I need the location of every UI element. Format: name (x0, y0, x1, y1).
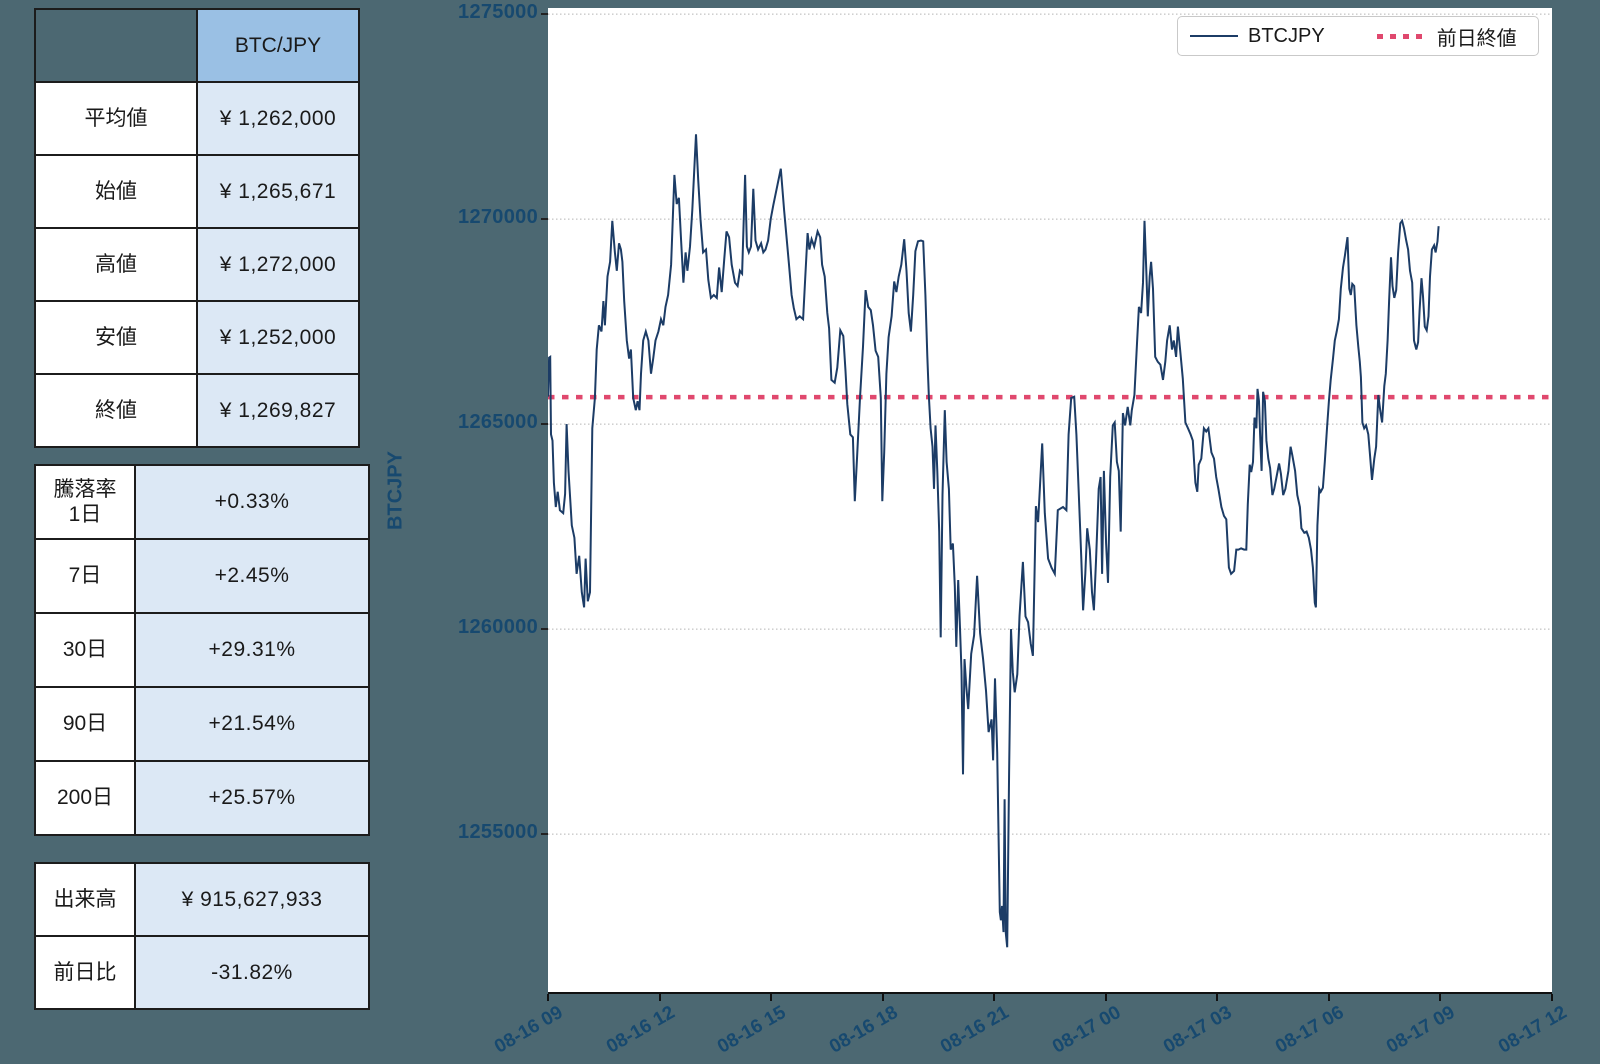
x-tick-label: 08-16 12 (602, 1002, 679, 1058)
row-label-open: 始値 (34, 154, 198, 229)
x-tick-mark (547, 994, 549, 1001)
x-tick-mark (1104, 994, 1107, 1001)
row-value-high: ¥ 1,272,000 (196, 227, 360, 302)
legend-item-btcjpy: BTCJPY (1248, 24, 1325, 47)
x-tick-label: 08-16 09 (491, 1002, 567, 1058)
row-label-change-90d: 90日 (34, 686, 136, 762)
row-value-average: ¥ 1,262,000 (196, 81, 360, 156)
row-label-average: 平均値 (34, 81, 198, 156)
x-tick-label: 08-17 00 (1048, 1002, 1125, 1058)
row-label-volume: 出来高 (34, 862, 136, 937)
x-tick-mark (770, 994, 773, 1001)
table-corner-spacer (34, 8, 198, 83)
row-value-change-200d: +25.57% (134, 760, 370, 836)
x-tick-mark (658, 994, 661, 1001)
x-tick-label: 08-16 15 (714, 1002, 790, 1058)
y-tick-label: 1260000 (458, 616, 538, 639)
price-table-header: BTC/JPY (196, 8, 360, 83)
y-tick-mark (541, 13, 548, 16)
row-value-close: ¥ 1,269,827 (196, 373, 360, 448)
x-tick-label: 08-17 06 (1271, 1002, 1348, 1058)
table-row: 安値 ¥ 1,252,000 (34, 300, 360, 375)
table-row: 騰落率 1日 +0.33% (34, 464, 370, 540)
row-label-prev-day-ratio: 前日比 (34, 935, 136, 1010)
x-tick-mark (1439, 994, 1442, 1001)
btcjpy-price-line (548, 134, 1440, 948)
x-tick-label: 08-17 03 (1160, 1002, 1236, 1058)
y-tick-mark (541, 833, 548, 836)
row-value-open: ¥ 1,265,671 (196, 154, 360, 229)
y-tick-mark (541, 423, 548, 426)
table-row: 200日 +25.57% (34, 760, 370, 836)
row-value-change-7d: +2.45% (134, 538, 370, 614)
y-tick-mark (541, 218, 548, 221)
row-value-volume: ¥ 915,627,933 (134, 862, 370, 937)
x-tick-mark (993, 994, 996, 1001)
price-line-chart (548, 13, 1552, 948)
y-tick-label: 1275000 (458, 1, 538, 24)
table-row: 30日 +29.31% (34, 612, 370, 688)
volume-table: 出来高 ¥ 915,627,933 前日比 -31.82% (34, 862, 370, 1010)
legend: BTCJPY 前日終値 (1177, 16, 1539, 56)
row-label-change-1d: 騰落率 1日 (34, 464, 136, 540)
price-table: BTC/JPY 平均値 ¥ 1,262,000 始値 ¥ 1,265,671 高… (34, 8, 360, 448)
x-tick-mark (1327, 994, 1330, 1001)
legend-dotted-sample-icon (1376, 33, 1427, 39)
row-label-close: 終値 (34, 373, 198, 448)
row-label-change-30d: 30日 (34, 612, 136, 688)
table-row: 出来高 ¥ 915,627,933 (34, 862, 370, 937)
chart-plot (548, 8, 1552, 994)
x-tick-label: 08-16 18 (825, 1002, 902, 1058)
row-value-change-30d: +29.31% (134, 612, 370, 688)
row-label-high: 高値 (34, 227, 198, 302)
y-tick-label: 1255000 (458, 821, 538, 844)
table-row: 終値 ¥ 1,269,827 (34, 373, 360, 448)
row-label-change-200d: 200日 (34, 760, 136, 836)
x-tick-mark (881, 994, 884, 1001)
table-row: 7日 +2.45% (34, 538, 370, 614)
table-row: 高値 ¥ 1,272,000 (34, 227, 360, 302)
legend-line-sample-icon (1190, 35, 1238, 37)
x-tick-label: 08-17 09 (1383, 1002, 1459, 1058)
table-row: 90日 +21.54% (34, 686, 370, 762)
row-label-low: 安値 (34, 300, 198, 375)
table-row: 前日比 -31.82% (34, 935, 370, 1010)
row-value-low: ¥ 1,252,000 (196, 300, 360, 375)
y-tick-label: 1270000 (458, 206, 538, 229)
table-row: 平均値 ¥ 1,262,000 (34, 81, 360, 156)
table-row: 始値 ¥ 1,265,671 (34, 154, 360, 229)
row-value-prev-day-ratio: -31.82% (134, 935, 370, 1010)
x-tick-mark (1216, 994, 1219, 1001)
y-tick-mark (541, 628, 548, 631)
x-tick-mark (1551, 994, 1553, 1001)
row-value-change-90d: +21.54% (134, 686, 370, 762)
row-label-change-7d: 7日 (34, 538, 136, 614)
x-tick-label: 08-16 21 (937, 1002, 1013, 1058)
legend-item-prevclose: 前日終値 (1436, 27, 1517, 50)
y-tick-label: 1265000 (458, 411, 538, 434)
row-value-change-1d: +0.33% (134, 464, 370, 540)
change-rate-table: 騰落率 1日 +0.33% 7日 +2.45% 30日 +29.31% 90日 … (34, 464, 370, 836)
y-axis-title: BTCJPY (384, 451, 407, 530)
x-tick-label: 08-17 12 (1495, 1002, 1571, 1058)
